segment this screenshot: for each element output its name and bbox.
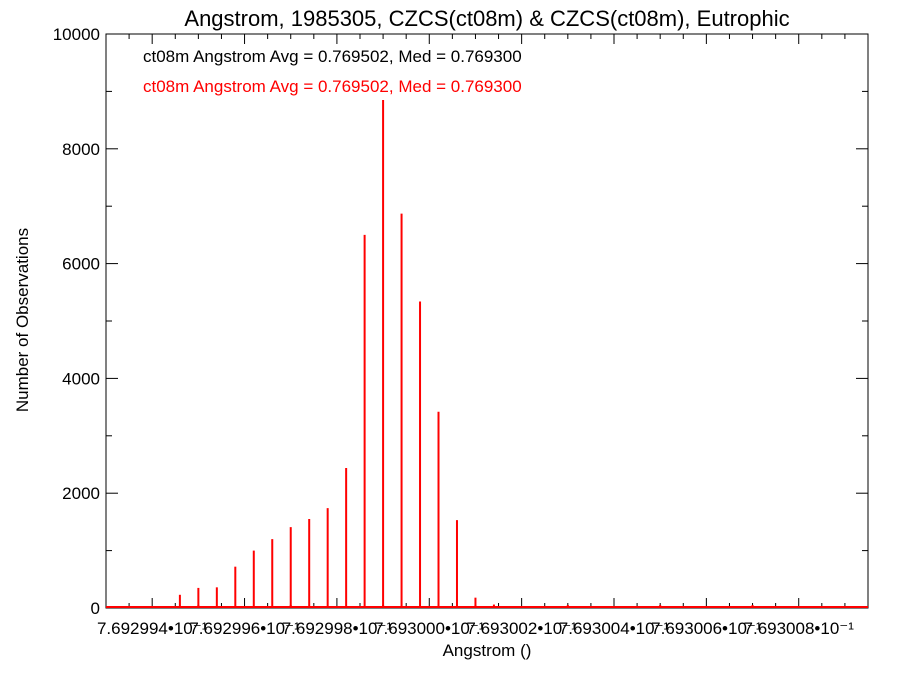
y-tick-label: 10000 (53, 25, 100, 44)
x-tick-label: 7.692998•10⁻¹ (282, 619, 393, 638)
x-axis-label: Angstrom () (443, 641, 532, 660)
x-tick-label: 7.693000•10⁻¹ (374, 619, 485, 638)
y-tick-label: 8000 (62, 140, 100, 159)
x-tick-label: 7.693008•10⁻¹ (744, 619, 855, 638)
x-tick-label: 7.692994•10⁻¹ (97, 619, 208, 638)
x-tick-label: 7.692996•10⁻¹ (189, 619, 300, 638)
y-tick-label: 4000 (62, 369, 100, 388)
y-axis: 0 2000 4000 6000 8000 10000 (53, 25, 868, 618)
y-tick-label: 0 (91, 599, 100, 618)
plot-border (105, 33, 869, 609)
y-axis-label: Number of Observations (13, 228, 32, 412)
annotation-black: ct08m Angstrom Avg = 0.769502, Med = 0.7… (143, 47, 522, 66)
annotation-red: ct08m Angstrom Avg = 0.769502, Med = 0.7… (143, 77, 522, 96)
y-tick-label: 6000 (62, 255, 100, 274)
x-axis: 7.692994•10⁻¹7.692996•10⁻¹7.692998•10⁻¹7… (97, 34, 869, 638)
x-tick-label: 7.693004•10⁻¹ (559, 619, 670, 638)
y-tick-label: 2000 (62, 484, 100, 503)
x-tick-label: 7.693006•10⁻¹ (651, 619, 762, 638)
chart-title: Angstrom, 1985305, CZCS(ct08m) & CZCS(ct… (184, 6, 789, 31)
histogram-bars (106, 100, 868, 608)
plot-frame (105, 33, 869, 609)
x-tick-label: 7.693002•10⁻¹ (466, 619, 577, 638)
